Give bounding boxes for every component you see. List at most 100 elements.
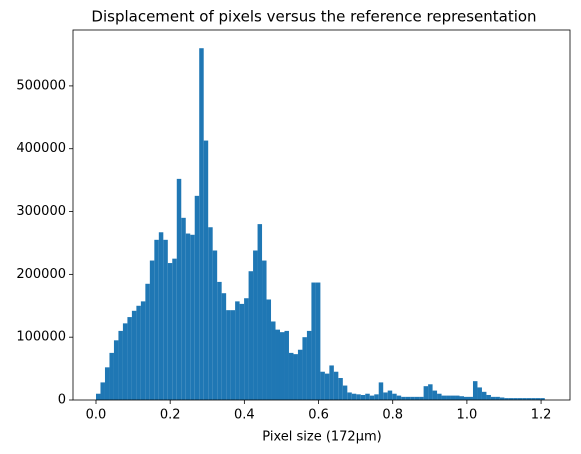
x-tick-label: 0.6 — [308, 408, 329, 423]
bar — [472, 381, 478, 400]
bar — [535, 398, 541, 400]
bar — [342, 385, 348, 400]
bar — [190, 234, 195, 400]
bar — [405, 396, 411, 400]
bar — [522, 398, 527, 400]
bar — [208, 227, 213, 400]
bar — [158, 232, 164, 400]
y-tick-label: 200000 — [16, 267, 66, 282]
bar — [244, 298, 249, 400]
bar — [450, 395, 456, 400]
bar — [266, 299, 272, 400]
bar — [333, 371, 339, 400]
bar — [504, 398, 509, 400]
y-tick-label: 100000 — [16, 330, 66, 345]
bar — [136, 305, 141, 400]
bar — [378, 382, 384, 400]
bar — [131, 310, 137, 400]
bar — [221, 293, 227, 400]
bar — [320, 371, 325, 400]
bar — [217, 281, 222, 400]
bar — [360, 394, 366, 400]
bar — [306, 330, 312, 400]
bar — [499, 397, 505, 400]
bar — [297, 349, 303, 400]
bar — [392, 393, 397, 400]
bar — [194, 195, 200, 400]
bar — [495, 396, 500, 400]
bar — [284, 330, 289, 400]
y-tick-label: 400000 — [16, 141, 66, 156]
bar — [302, 337, 307, 400]
bar — [100, 382, 105, 400]
bar — [324, 373, 330, 400]
bar — [199, 48, 204, 400]
y-tick-label: 500000 — [16, 78, 66, 93]
bar — [257, 224, 263, 400]
x-tick-label: 0.4 — [234, 408, 255, 423]
bar — [149, 260, 155, 400]
bar — [540, 398, 545, 400]
bar — [163, 239, 168, 400]
bar — [526, 398, 532, 400]
x-tick-label: 0.2 — [160, 408, 181, 423]
bar — [517, 398, 523, 400]
bar — [315, 282, 321, 400]
bar — [118, 330, 123, 400]
bar — [338, 378, 343, 400]
bar — [490, 396, 496, 400]
bar — [311, 282, 316, 400]
bar — [176, 178, 182, 400]
bar — [122, 323, 128, 400]
bar — [455, 395, 460, 400]
bar — [419, 396, 424, 400]
bar — [262, 260, 267, 400]
bar — [432, 390, 438, 400]
bar — [401, 396, 406, 400]
bar — [351, 393, 357, 400]
bar — [374, 394, 379, 400]
bar — [253, 250, 258, 400]
bar — [468, 396, 473, 400]
bar — [356, 394, 361, 400]
x-tick-label: 0.8 — [382, 408, 403, 423]
x-axis-label: Pixel size (172µm) — [262, 430, 381, 445]
bar — [423, 386, 429, 400]
bar — [347, 392, 352, 400]
bar — [212, 250, 218, 400]
bar — [486, 394, 491, 400]
y-tick-label: 300000 — [16, 204, 66, 219]
x-tick-label: 0.0 — [86, 408, 107, 423]
bar — [531, 398, 536, 400]
bar — [203, 140, 209, 400]
bar — [185, 233, 191, 400]
bar — [481, 391, 487, 400]
bar — [383, 392, 388, 400]
bar — [154, 239, 159, 400]
bar — [226, 310, 231, 400]
bar — [414, 396, 420, 400]
x-tick-label: 1.0 — [457, 408, 478, 423]
y-tick-label: 0 — [58, 393, 66, 408]
bar — [369, 395, 375, 400]
bar — [293, 354, 298, 400]
bar — [410, 396, 415, 400]
bar — [463, 396, 469, 400]
bar — [329, 365, 334, 400]
bar — [140, 301, 146, 400]
bar — [271, 321, 276, 400]
bar — [127, 317, 132, 400]
bar — [113, 340, 119, 400]
bar — [279, 332, 285, 400]
bar — [441, 395, 447, 400]
bar — [239, 303, 245, 400]
bar — [109, 352, 114, 400]
bar — [396, 395, 402, 400]
bar — [235, 301, 240, 400]
bar — [275, 329, 280, 400]
bar — [513, 398, 518, 400]
bar — [181, 217, 186, 400]
bar — [428, 384, 433, 400]
